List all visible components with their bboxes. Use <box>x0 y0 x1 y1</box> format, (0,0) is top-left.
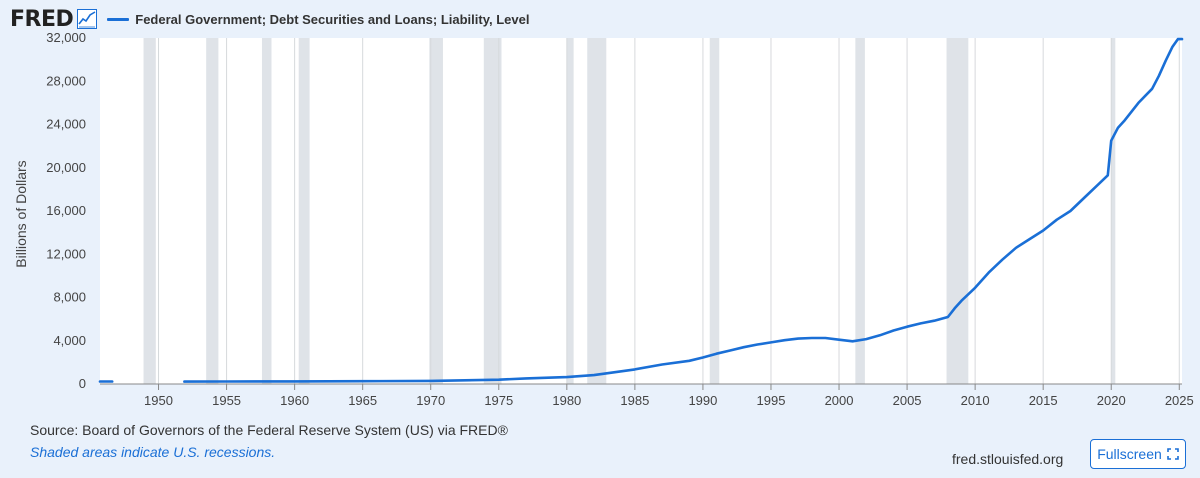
x-tick-label: 2020 <box>1097 393 1126 408</box>
series-line-0-1[interactable] <box>183 37 1184 383</box>
y-tick-label: 20,000 <box>46 160 86 175</box>
x-tick-label: 1970 <box>416 393 445 408</box>
recession-band-9 <box>855 38 865 384</box>
grid-lines <box>158 38 1180 384</box>
recession-band-0 <box>143 38 156 384</box>
x-tick-label: 1985 <box>620 393 649 408</box>
chart-legend: Federal Government; Debt Securities and … <box>107 12 529 27</box>
recession-band-11 <box>1111 38 1116 384</box>
x-tick-label: 1975 <box>484 393 513 408</box>
x-tick-label: 1995 <box>757 393 786 408</box>
y-tick-label: 28,000 <box>46 73 86 88</box>
recession-band-5 <box>483 38 502 384</box>
y-tick-label: 32,000 <box>46 30 86 45</box>
x-tick-label: 2015 <box>1029 393 1058 408</box>
y-axis-label: Billions of Dollars <box>13 160 29 267</box>
x-tick-label: 2010 <box>961 393 990 408</box>
expand-icon <box>1166 448 1179 460</box>
recession-band-3 <box>298 38 310 384</box>
x-tick-label: 1955 <box>212 393 241 408</box>
x-axis-ticks: 1950 1955 1960 1965 1970 1975 1980 1985 1990 1995… <box>100 383 1194 408</box>
x-tick-label: 1980 <box>552 393 581 408</box>
x-tick-label: 1960 <box>280 393 309 408</box>
fullscreen-button[interactable]: Fullscreen <box>1090 439 1186 469</box>
recession-note: Shaded areas indicate U.S. recessions. <box>30 444 276 460</box>
x-tick-label: 2000 <box>825 393 854 408</box>
y-tick-label: 12,000 <box>46 246 86 261</box>
fullscreen-label: Fullscreen <box>1097 446 1162 462</box>
series-layer <box>98 37 1184 383</box>
y-tick-label: 16,000 <box>46 203 86 218</box>
recession-band-8 <box>709 38 720 384</box>
recession-band-10 <box>946 38 969 384</box>
line-graph-icon <box>77 9 98 29</box>
x-tick-label: 1965 <box>348 393 377 408</box>
x-tick-label: 2005 <box>893 393 922 408</box>
recession-band-2 <box>261 38 272 384</box>
x-tick-label: 1990 <box>688 393 717 408</box>
line-chart: 1950 1955 1960 1965 1970 1975 1980 1985 1990 1995… <box>13 30 1194 408</box>
chart-header: FRED Federal Government; Debt Securities… <box>10 6 529 32</box>
y-tick-label: 0 <box>79 376 86 391</box>
y-tick-label: 24,000 <box>46 117 86 132</box>
fred-logo[interactable]: FRED <box>10 6 74 32</box>
recession-band-1 <box>206 38 219 384</box>
x-tick-label: 1950 <box>144 393 173 408</box>
y-tick-label: 8,000 <box>53 290 86 305</box>
x-tick-label: 2025 <box>1165 393 1194 408</box>
legend-swatch <box>107 17 130 21</box>
recession-band-7 <box>587 38 607 384</box>
y-tick-label: 4,000 <box>53 333 86 348</box>
recession-shading <box>143 38 1116 384</box>
legend-label: Federal Government; Debt Securities and … <box>135 11 530 27</box>
recession-band-4 <box>429 38 443 384</box>
plot-area <box>100 38 1182 384</box>
recession-band-6 <box>566 38 574 384</box>
y-axis-ticks: 0 4,000 8,000 12,000 16,000 20,000 24,000 28,00… <box>46 30 86 391</box>
site-url[interactable]: fred.stlouisfed.org <box>952 451 1064 467</box>
source-text: Source: Board of Governors of the Federa… <box>30 422 508 438</box>
